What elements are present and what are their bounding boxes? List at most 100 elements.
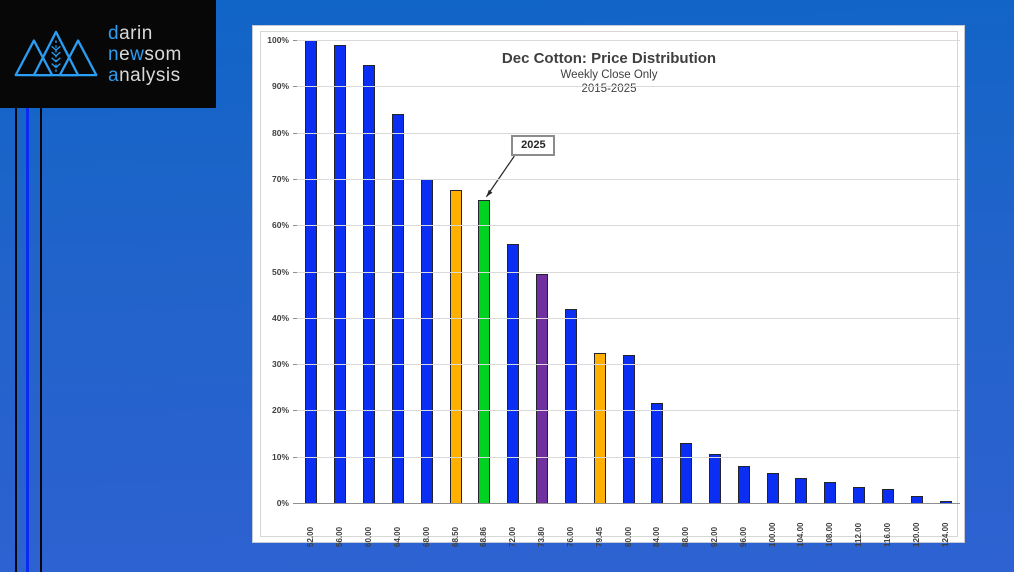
bar-column-79.45: 79.45 xyxy=(585,40,614,547)
bar-100.00 xyxy=(766,472,779,503)
chart-title: Dec Cotton: Price Distribution xyxy=(501,50,717,67)
bar-column-68.86: 68.86 xyxy=(470,40,499,547)
vertical-rule-black-2 xyxy=(40,108,42,572)
x-axis-label-112.00: 112.00 xyxy=(854,522,864,547)
y-axis-tick xyxy=(293,410,297,412)
mountain-wheat-logo-icon xyxy=(14,30,98,77)
bar-column-80.00: 80.00 xyxy=(614,40,643,547)
bar-column-73.80: 73.80 xyxy=(528,40,557,547)
bar-columns: 52.00 56.00 60.00 64.00 68.00 68.50 68.86 72.00… xyxy=(297,40,960,547)
x-axis-label-92.00: 92.00 xyxy=(710,526,719,547)
x-axis-label-68.86: 68.86 xyxy=(479,526,489,547)
bar-column-92.00: 92.00 xyxy=(701,40,730,547)
gridline-20 xyxy=(297,410,960,412)
y-axis-label-20: 20% xyxy=(271,405,289,416)
bar-112.00 xyxy=(853,486,866,503)
bar-73.80 xyxy=(536,273,549,503)
y-axis-label-70: 70% xyxy=(271,173,289,184)
y-axis-label-60: 60% xyxy=(271,220,289,231)
bar-124.00 xyxy=(939,500,952,503)
bar-96.00 xyxy=(737,465,750,503)
gridline-10 xyxy=(297,456,960,458)
bar-108.00 xyxy=(824,482,837,503)
bar-column-108.00: 108.00 xyxy=(816,40,845,547)
chart-subtitle-1: Weekly Close Only xyxy=(560,69,658,81)
bar-column-100.00: 100.00 xyxy=(758,40,787,547)
logo-plain-letters: e xyxy=(119,43,131,65)
logo-accent-letter: w xyxy=(130,43,145,65)
logo-accent-letter: n xyxy=(108,43,120,65)
x-axis-label-72.00: 72.00 xyxy=(508,526,518,547)
bar-column-84.00: 84.00 xyxy=(643,40,672,547)
x-axis-label-68.00: 68.00 xyxy=(421,526,431,547)
bar-68.86 xyxy=(478,199,491,503)
gridline-90 xyxy=(297,86,960,88)
gridline-80 xyxy=(297,132,960,134)
y-axis-tick xyxy=(293,456,297,458)
x-axis-label-96.00: 96.00 xyxy=(738,526,748,547)
x-axis-label-104.00: 104.00 xyxy=(796,522,806,547)
y-axis-tick xyxy=(293,132,297,134)
y-axis-tick xyxy=(293,271,297,273)
gridline-50 xyxy=(297,271,960,273)
bar-column-64.00: 64.00 xyxy=(383,40,412,547)
y-axis-label-0: 0% xyxy=(276,498,289,508)
y-axis-label-80: 80% xyxy=(271,127,289,138)
logo-wordmark-line: darin xyxy=(108,23,182,44)
bar-column-104.00: 104.00 xyxy=(787,40,816,547)
bar-116.00 xyxy=(881,489,894,503)
chart-titles: Dec Cotton: Price Distribution Weekly Cl… xyxy=(260,50,958,95)
x-axis-label-68.50: 68.50 xyxy=(450,526,460,547)
gridline-30 xyxy=(297,364,960,366)
bar-76.00 xyxy=(564,308,577,503)
x-axis-label-52.00: 52.00 xyxy=(306,526,316,547)
logo-accent-letter: a xyxy=(108,64,120,86)
bar-68.50 xyxy=(449,190,462,503)
bar-column-68.50: 68.50 xyxy=(441,40,470,547)
y-axis-tick xyxy=(293,40,297,41)
chart-subtitle-2: 2015-2025 xyxy=(581,83,637,95)
logo-plain-letters: nalysis xyxy=(119,64,181,86)
y-axis-tick xyxy=(293,225,297,227)
logo-plain-letters: arin xyxy=(119,22,153,44)
x-axis-label-73.80: 73.80 xyxy=(537,526,547,547)
gridline-70 xyxy=(297,178,960,180)
x-axis-label-79.45: 79.45 xyxy=(594,526,604,547)
bar-column-76.00: 76.00 xyxy=(556,40,585,547)
bar-72.00 xyxy=(507,243,520,503)
x-axis-line xyxy=(297,503,960,504)
y-axis-tick xyxy=(293,503,297,504)
bar-88.00 xyxy=(680,442,693,503)
logo-wordmark: darin newsom analysis xyxy=(108,23,182,86)
y-axis-label-10: 10% xyxy=(271,451,289,462)
bar-column-124.00: 124.00 xyxy=(931,40,960,547)
gridline-60 xyxy=(297,225,960,227)
logo-accent-letter: d xyxy=(108,22,120,44)
bar-56.00 xyxy=(334,44,347,503)
x-axis-label-60.00: 60.00 xyxy=(364,526,374,547)
annotation-callout-2025: 2025 xyxy=(511,135,556,156)
x-axis-label-56.00: 56.00 xyxy=(335,526,345,547)
bar-column-120.00: 120.00 xyxy=(902,40,931,547)
y-axis-tick xyxy=(293,86,297,88)
bar-column-112.00: 112.00 xyxy=(845,40,874,547)
bar-84.00 xyxy=(651,403,664,503)
bar-80.00 xyxy=(622,354,635,503)
logo-wordmark-line: newsom xyxy=(108,44,182,65)
chart-frame xyxy=(260,31,958,537)
x-axis-label-64.00: 64.00 xyxy=(392,526,402,547)
x-axis-label-80.00: 80.00 xyxy=(623,526,633,547)
bar-104.00 xyxy=(795,477,808,503)
x-axis-label-108.00: 108.00 xyxy=(825,522,835,547)
bar-120.00 xyxy=(910,496,923,503)
logo-wordmark-line: analysis xyxy=(108,65,182,86)
x-axis-label-116.00: 116.00 xyxy=(882,522,892,547)
y-axis-label-90: 90% xyxy=(271,81,289,92)
plot-area: 52.00 56.00 60.00 64.00 68.00 68.50 68.86 72.00… xyxy=(267,35,960,547)
bar-64.00 xyxy=(391,114,404,503)
vertical-rule-blue xyxy=(26,108,29,572)
bar-column-96.00: 96.00 xyxy=(729,40,758,547)
y-axis-tick xyxy=(293,178,297,180)
vertical-rule-black-1 xyxy=(15,108,17,572)
